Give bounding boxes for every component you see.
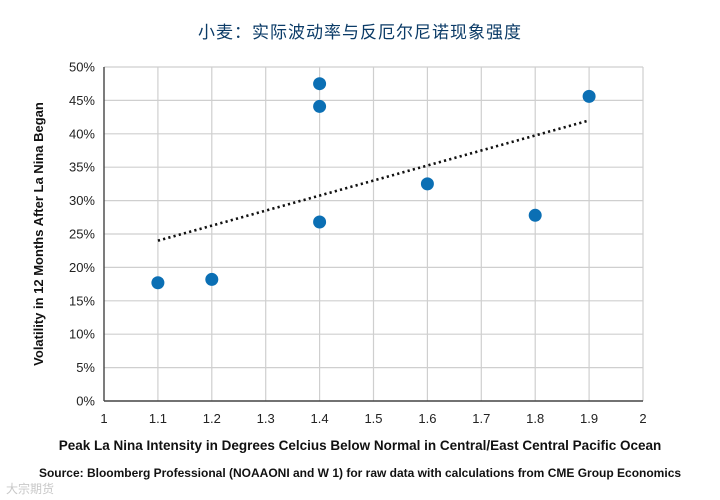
y-tick: 50% — [69, 60, 95, 75]
x-tick: 1.6 — [418, 411, 436, 426]
x-tick: 1.3 — [257, 411, 275, 426]
y-tick: 45% — [69, 93, 95, 108]
y-tick: 0% — [76, 394, 95, 409]
y-tick-label: 35% — [69, 160, 95, 175]
data-point — [313, 215, 327, 229]
x-tick-label: 1.7 — [472, 411, 490, 426]
data-point — [313, 99, 327, 113]
y-tick-label: 45% — [69, 93, 95, 108]
y-axis-ticks: 0% 5% 10% 15% 20% 25% 30% 35% 40% 45% 50% — [69, 60, 95, 409]
y-tick: 5% — [76, 360, 95, 375]
x-tick: 1.8 — [526, 411, 544, 426]
x-tick-label: 1.8 — [526, 411, 544, 426]
chart-title: 小麦：实际波动率与反厄尔尼诺现象强度 — [198, 23, 522, 43]
x-tick: 1.9 — [580, 411, 598, 426]
y-tick-label: 0% — [76, 394, 95, 409]
x-tick: 1.2 — [203, 411, 221, 426]
y-tick-label: 25% — [69, 227, 95, 242]
data-point — [205, 272, 219, 286]
x-tick-label: 1.5 — [364, 411, 382, 426]
data-point — [420, 177, 434, 191]
y-tick-label: 15% — [69, 293, 95, 308]
data-point — [151, 276, 165, 290]
y-tick-label: 40% — [69, 126, 95, 141]
x-tick-label: 1.4 — [311, 411, 329, 426]
grid-lines — [104, 66, 644, 401]
x-tick-label: 1 — [100, 411, 107, 426]
watermark: 大宗期货 — [6, 482, 55, 496]
y-tick: 35% — [69, 160, 95, 175]
x-tick: 1.1 — [149, 411, 167, 426]
x-tick-label: 2 — [639, 411, 646, 426]
y-tick: 20% — [69, 260, 95, 275]
x-axis-ticks: 1 1.1 1.2 1.3 1.4 1.5 1.6 1.7 1.8 1.9 2 — [100, 411, 646, 426]
x-tick-label: 1.2 — [203, 411, 221, 426]
trendline-group — [157, 119, 590, 242]
x-tick: 1.5 — [364, 411, 382, 426]
y-tick: 25% — [69, 227, 95, 242]
data-point — [582, 89, 596, 103]
y-tick-label: 30% — [69, 193, 95, 208]
x-tick-label: 1.3 — [257, 411, 275, 426]
x-tick: 1.7 — [472, 411, 490, 426]
y-tick: 10% — [69, 327, 95, 342]
x-tick: 1 — [100, 411, 107, 426]
data-point — [528, 208, 542, 222]
y-tick-label: 20% — [69, 260, 95, 275]
y-tick-label: 10% — [69, 327, 95, 342]
x-tick: 2 — [639, 411, 646, 426]
x-tick: 1.4 — [311, 411, 329, 426]
y-tick: 40% — [69, 126, 95, 141]
trendline — [157, 119, 590, 242]
data-point — [313, 77, 327, 91]
y-tick: 30% — [69, 193, 95, 208]
x-axis-label: Peak La Nina Intensity in Degrees Celciu… — [58, 438, 662, 453]
y-axis-label: Volatility in 12 Months After La Nina Be… — [31, 102, 46, 366]
x-tick-label: 1.1 — [149, 411, 167, 426]
y-tick-label: 50% — [69, 60, 95, 75]
y-tick: 15% — [69, 293, 95, 308]
x-tick-label: 1.9 — [580, 411, 598, 426]
axes — [103, 67, 643, 402]
y-tick-label: 5% — [76, 360, 95, 375]
x-tick-label: 1.6 — [418, 411, 436, 426]
source-note: Source: Bloomberg Professional (NOAAONI … — [38, 466, 682, 480]
data-points — [151, 77, 596, 290]
